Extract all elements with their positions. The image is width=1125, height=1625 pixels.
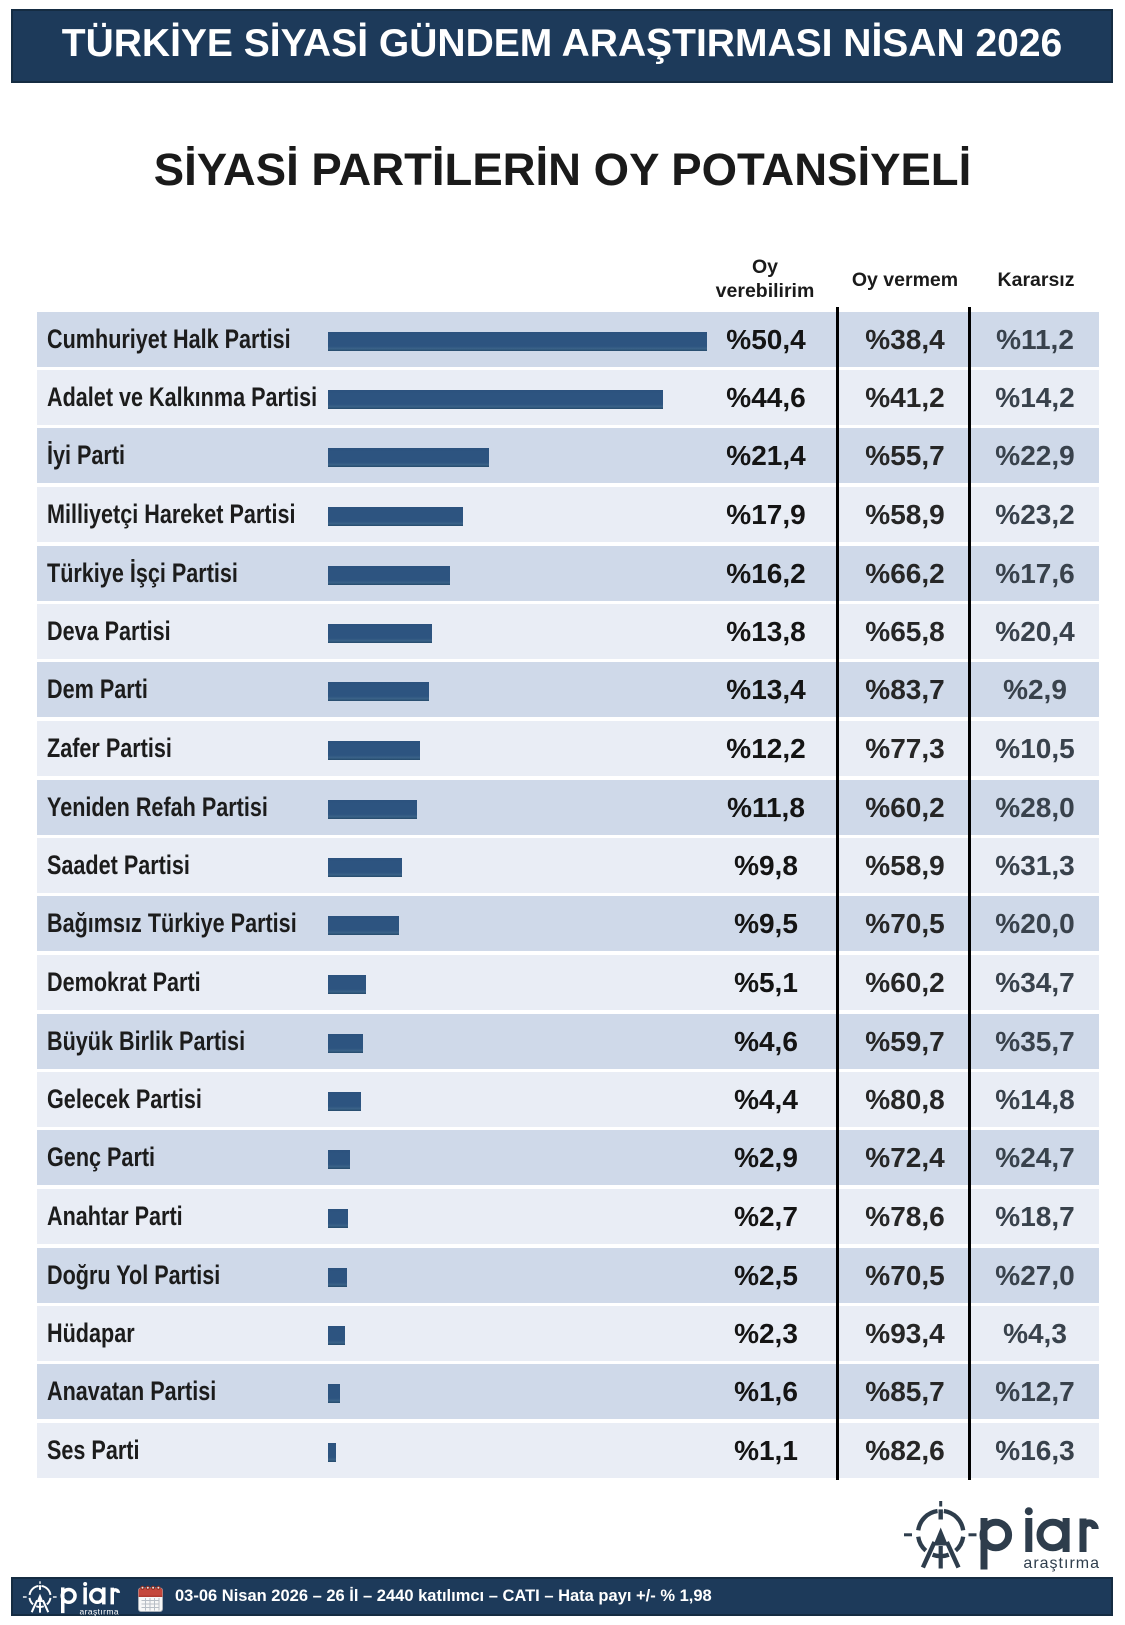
svg-text:araştırma: araştırma — [1023, 1555, 1100, 1572]
svg-text:araştırma: araştırma — [80, 1607, 120, 1617]
